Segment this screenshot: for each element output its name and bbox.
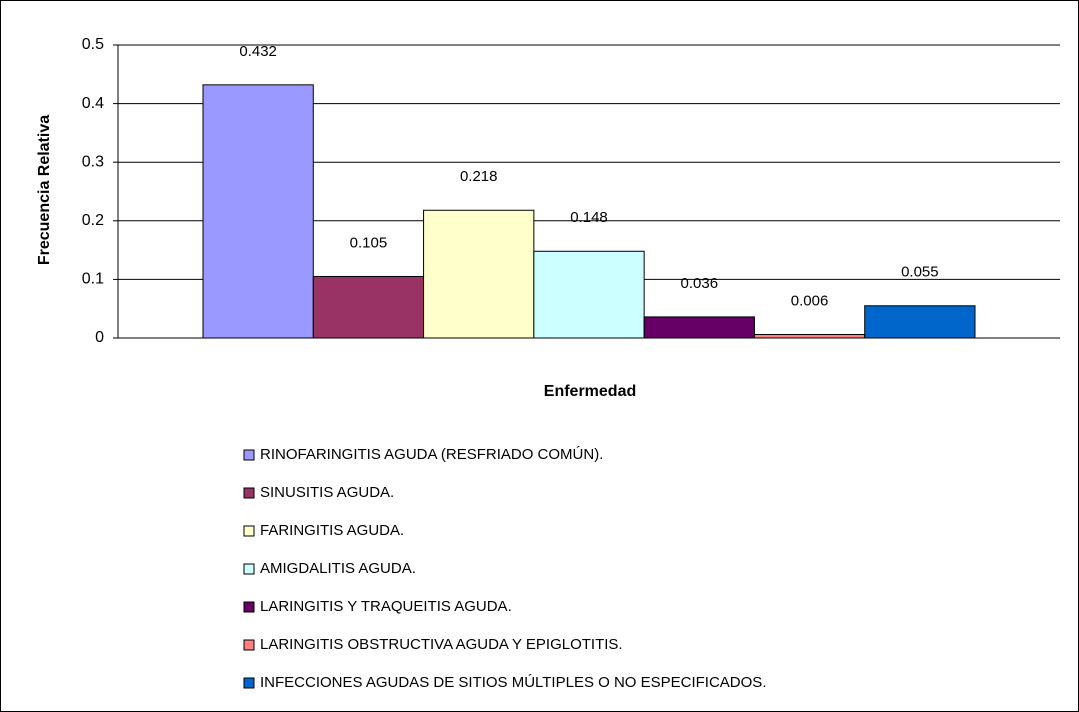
bar [312, 275, 425, 339]
y-tick-label: 0.1 [82, 271, 104, 288]
y-tick-label: 0.5 [82, 36, 104, 53]
bar [864, 305, 976, 339]
data-label: 0.105 [350, 234, 388, 251]
legend-label: LARINGITIS OBSTRUCTIVA AGUDA Y EPIGLOTIT… [260, 636, 623, 653]
legend-label: RINOFARINGITIS AGUDA (RESFRIADO COMÚN). [260, 446, 603, 463]
data-label: 0.218 [460, 168, 498, 185]
bar [753, 333, 866, 339]
legend-label: SINUSITIS AGUDA. [260, 484, 394, 501]
legend-label: FARINGITIS AGUDA. [260, 522, 404, 539]
legend-swatch [243, 601, 255, 613]
data-label: 0.432 [239, 43, 277, 60]
y-tick-label: 0.4 [82, 95, 104, 112]
legend-swatch [243, 525, 255, 537]
legend-swatch [243, 449, 255, 461]
y-tick-label: 0.2 [82, 212, 104, 229]
data-label: 0.036 [681, 275, 719, 292]
x-axis-title: Enfermedad [544, 383, 636, 400]
data-label: 0.006 [791, 292, 829, 309]
legend-label: AMIGDALITIS AGUDA. [260, 560, 416, 577]
bar [423, 209, 535, 339]
legend-swatch [243, 563, 255, 575]
bar [202, 84, 314, 339]
legend-swatch [243, 639, 255, 651]
y-tick-label: 0.3 [82, 153, 104, 170]
y-tick-label: 0 [95, 329, 104, 346]
bar [533, 250, 645, 339]
bar [643, 316, 755, 339]
data-label: 0.148 [570, 209, 608, 226]
legend-label: INFECCIONES AGUDAS DE SITIOS MÚLTIPLES O… [260, 674, 766, 691]
data-label: 0.055 [901, 264, 939, 281]
legend-label: LARINGITIS Y TRAQUEITIS AGUDA. [260, 598, 512, 615]
legend-swatch [243, 487, 255, 499]
y-axis-title: Frecuencia Relativa [36, 115, 53, 265]
legend-swatch [243, 677, 255, 689]
